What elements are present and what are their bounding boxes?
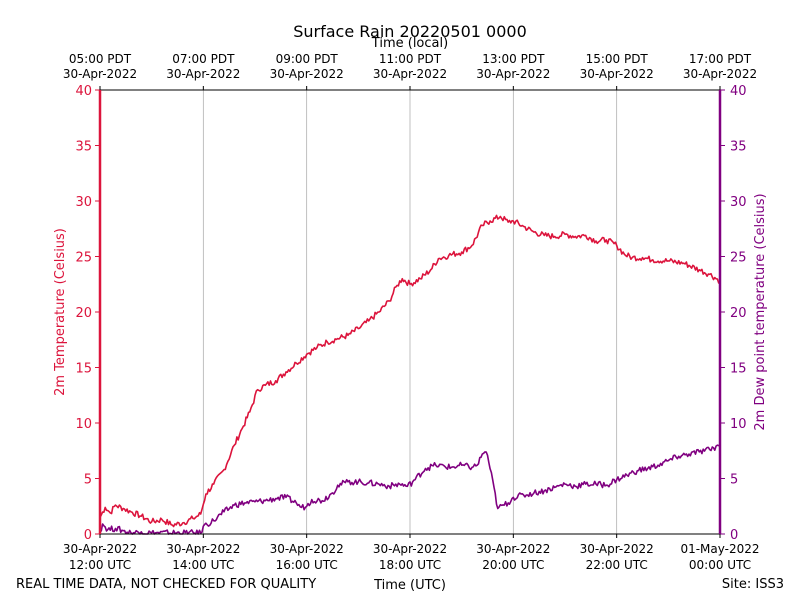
y-right-tick-label: 15 (730, 362, 747, 377)
dewpoint-line (99, 444, 721, 535)
x-top-tick-date: 30-Apr-2022 (683, 67, 757, 81)
x-top-tick-date: 30-Apr-2022 (373, 67, 447, 81)
y-left-tick-label: 0 (84, 528, 92, 543)
y-axis-left-label: 2m Temperature (Celsius) (53, 228, 68, 396)
y-right-tick-label: 20 (730, 306, 747, 321)
x-bottom-tick-date: 01-May-2022 (680, 542, 759, 556)
x-bottom-tick-date: 30-Apr-2022 (63, 542, 137, 556)
temperature-line (99, 214, 721, 528)
y-right-tick-label: 5 (730, 473, 738, 488)
axis-ticks: 0 0 5 5 10 10 15 15 20 20 25 25 30 30 35 35 40 40 30-Apr-2… (63, 52, 760, 572)
y-right-tick-label: 10 (730, 417, 747, 432)
y-right-tick-label: 30 (730, 195, 747, 210)
y-axis-right-label: 2m Dew point temperature (Celsius) (753, 193, 768, 430)
x-bottom-tick-date: 30-Apr-2022 (580, 542, 654, 556)
x-bottom-tick-date: 30-Apr-2022 (270, 542, 344, 556)
y-left-tick-label: 40 (75, 84, 92, 99)
site-label: Site: ISS3 (722, 577, 784, 592)
x-axis-label: Time (UTC) (373, 578, 446, 593)
x-bottom-tick-time: 00:00 UTC (689, 558, 751, 572)
x-bottom-tick-time: 20:00 UTC (482, 558, 544, 572)
data-series (99, 214, 721, 535)
vertical-gridlines (202, 90, 618, 534)
x-top-tick-time: 07:00 PDT (172, 52, 235, 66)
x-bottom-tick-time: 22:00 UTC (586, 558, 648, 572)
x-top-tick-date: 30-Apr-2022 (476, 67, 550, 81)
y-left-tick-label: 10 (75, 417, 92, 432)
chart-title: Surface Rain 20220501 0000 (293, 22, 527, 41)
quality-disclaimer: REAL TIME DATA, NOT CHECKED FOR QUALITY (16, 577, 316, 592)
y-right-tick-label: 25 (730, 251, 747, 266)
y-left-tick-label: 20 (75, 306, 92, 321)
top-axis-label: Time (local) (371, 36, 448, 51)
x-top-tick-time: 09:00 PDT (276, 52, 339, 66)
x-top-tick-time: 05:00 PDT (69, 52, 132, 66)
x-bottom-tick-date: 30-Apr-2022 (373, 542, 447, 556)
x-top-tick-time: 17:00 PDT (689, 52, 752, 66)
x-top-tick-time: 13:00 PDT (482, 52, 545, 66)
x-bottom-tick-time: 14:00 UTC (172, 558, 234, 572)
y-left-tick-label: 30 (75, 195, 92, 210)
y-left-tick-label: 15 (75, 362, 92, 377)
x-top-tick-date: 30-Apr-2022 (166, 67, 240, 81)
x-top-tick-date: 30-Apr-2022 (63, 67, 137, 81)
y-right-tick-label: 35 (730, 140, 747, 155)
y-left-tick-label: 5 (84, 473, 92, 488)
x-bottom-tick-time: 12:00 UTC (69, 558, 131, 572)
x-bottom-tick-time: 18:00 UTC (379, 558, 441, 572)
x-top-tick-time: 11:00 PDT (379, 52, 442, 66)
x-bottom-tick-date: 30-Apr-2022 (476, 542, 550, 556)
y-left-tick-label: 25 (75, 251, 92, 266)
y-right-tick-label: 40 (730, 84, 747, 99)
x-top-tick-date: 30-Apr-2022 (270, 67, 344, 81)
y-right-tick-label: 0 (730, 528, 738, 543)
x-bottom-tick-date: 30-Apr-2022 (166, 542, 240, 556)
x-top-tick-time: 15:00 PDT (586, 52, 649, 66)
x-top-tick-date: 30-Apr-2022 (580, 67, 654, 81)
y-left-tick-label: 35 (75, 140, 92, 155)
x-bottom-tick-time: 16:00 UTC (276, 558, 338, 572)
